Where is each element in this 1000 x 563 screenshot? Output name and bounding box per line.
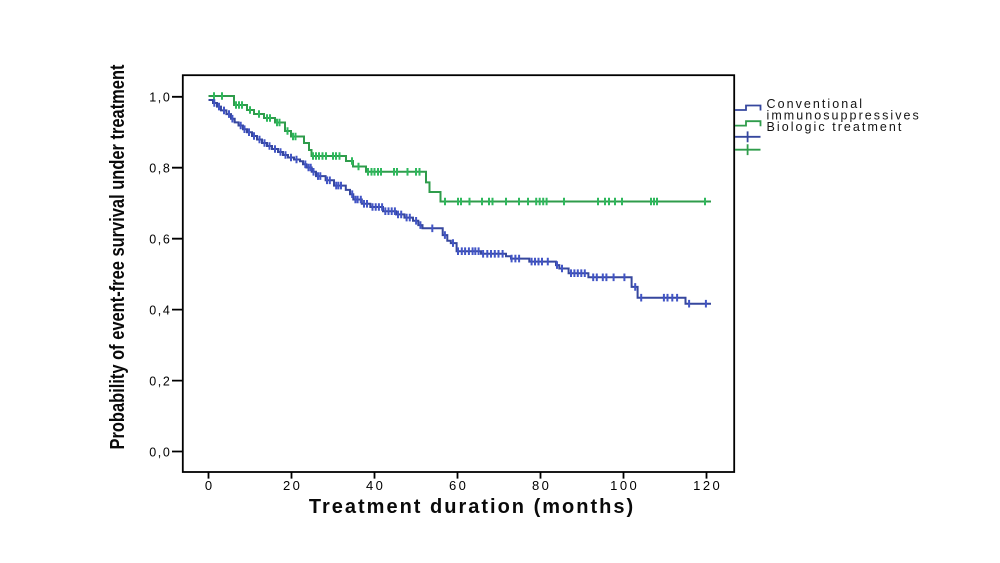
svg-text:0,6: 0,6 xyxy=(149,233,171,247)
svg-text:120: 120 xyxy=(693,478,722,493)
svg-text:60: 60 xyxy=(449,478,468,493)
svg-text:40: 40 xyxy=(366,478,385,493)
svg-text:Biologic treatment: Biologic treatment xyxy=(767,120,904,134)
svg-text:1,0: 1,0 xyxy=(149,91,171,105)
svg-text:Probability of event-free surv: Probability of event-free survival under… xyxy=(107,64,129,449)
svg-text:20: 20 xyxy=(283,478,302,493)
svg-text:Treatment duration (months): Treatment duration (months) xyxy=(309,496,635,518)
svg-text:0,8: 0,8 xyxy=(149,162,171,176)
svg-text:Conventional: Conventional xyxy=(767,97,865,111)
svg-text:80: 80 xyxy=(532,478,551,493)
svg-text:immunosuppressives: immunosuppressives xyxy=(767,109,921,123)
svg-text:0,2: 0,2 xyxy=(149,374,171,388)
svg-text:0,0: 0,0 xyxy=(149,445,171,459)
svg-text:100: 100 xyxy=(610,478,639,493)
svg-text:0: 0 xyxy=(205,478,215,493)
svg-text:0,4: 0,4 xyxy=(149,303,171,317)
